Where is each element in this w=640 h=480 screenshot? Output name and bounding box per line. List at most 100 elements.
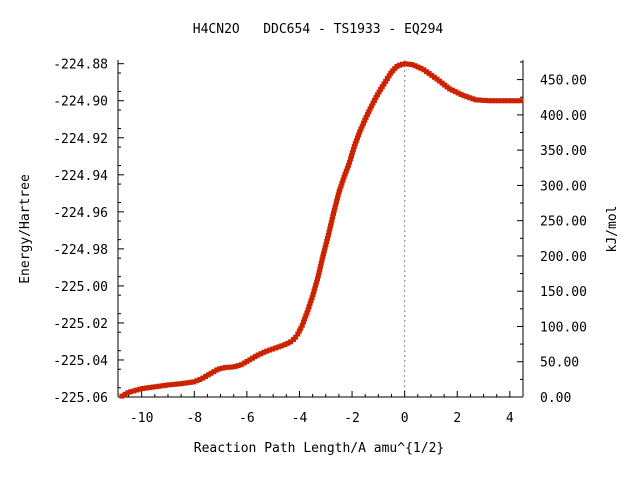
data-point — [505, 98, 511, 104]
data-point — [134, 387, 140, 393]
data-point — [143, 385, 149, 391]
data-point — [373, 95, 379, 101]
data-point — [235, 363, 241, 369]
data-point — [302, 316, 308, 322]
data-point — [403, 61, 409, 67]
data-point — [334, 198, 340, 204]
data-point — [455, 90, 461, 96]
data-point — [288, 339, 294, 345]
data-point — [351, 144, 357, 150]
data-point — [307, 301, 313, 307]
y-tick-label: -225.00 — [53, 280, 108, 295]
data-point — [499, 98, 504, 104]
data-point — [376, 89, 382, 95]
data-point — [339, 180, 345, 186]
y-tick-label: -224.96 — [53, 206, 108, 221]
x-tick-label: 0 — [401, 411, 409, 426]
data-point — [336, 189, 342, 195]
data-point — [194, 378, 200, 384]
data-point — [349, 150, 355, 156]
y2-tick-label: 100.00 — [540, 320, 587, 335]
data-point — [364, 112, 370, 118]
data-point — [169, 382, 175, 388]
y-tick-label: -224.98 — [53, 243, 108, 258]
data-point — [333, 201, 339, 207]
data-point — [159, 383, 165, 389]
data-point — [211, 369, 217, 375]
data-point — [303, 313, 309, 319]
data-point — [220, 365, 226, 371]
data-point — [358, 126, 364, 132]
data-point — [316, 269, 322, 275]
energy-series — [119, 61, 524, 399]
data-point — [181, 380, 187, 386]
data-point — [327, 226, 333, 232]
y-tick-label: -224.92 — [53, 132, 108, 147]
data-point — [470, 96, 476, 102]
data-point — [162, 382, 168, 388]
data-point — [305, 307, 311, 313]
data-point — [244, 358, 250, 364]
data-point — [341, 174, 347, 180]
data-point — [344, 165, 350, 171]
y-tick-label: -225.02 — [53, 317, 108, 332]
data-point — [452, 89, 458, 95]
data-point — [367, 106, 373, 112]
data-point — [330, 214, 336, 219]
data-point — [370, 100, 376, 106]
data-point — [261, 349, 267, 355]
data-point — [122, 391, 128, 397]
y-tick-label: -224.88 — [53, 58, 108, 73]
data-point — [175, 381, 181, 387]
data-point — [295, 331, 301, 337]
data-point — [353, 138, 359, 144]
data-point — [350, 147, 356, 153]
data-point — [325, 232, 331, 238]
data-point — [267, 347, 273, 353]
x-tick-label: -10 — [130, 411, 153, 426]
data-point — [314, 279, 320, 285]
y2-axis-ticks: 0.00 50.00 100.00 150.00 200.00 250.00 300.00 3… — [517, 61, 587, 406]
data-point — [205, 372, 211, 378]
data-point — [258, 351, 264, 357]
y-tick-label: -225.04 — [53, 354, 108, 369]
x-tick-label: -4 — [292, 411, 308, 426]
data-point — [384, 76, 390, 82]
data-point — [318, 263, 324, 269]
data-point — [299, 322, 305, 328]
data-point — [312, 285, 318, 291]
data-point — [304, 310, 310, 316]
data-point — [447, 86, 453, 92]
data-point — [146, 385, 152, 391]
data-point — [429, 72, 435, 78]
data-point — [343, 168, 349, 174]
data-point — [156, 383, 162, 389]
data-point — [357, 129, 363, 135]
data-point — [439, 80, 445, 86]
data-point — [276, 344, 282, 350]
data-point — [128, 389, 134, 395]
data-point — [334, 195, 340, 201]
y2-tick-label: 200.00 — [540, 250, 587, 265]
data-point — [317, 266, 323, 272]
data-point — [444, 84, 450, 90]
data-point — [298, 325, 304, 331]
data-point — [178, 381, 184, 387]
y-tick-label: -224.90 — [53, 95, 108, 110]
data-point — [431, 74, 437, 80]
data-point — [508, 98, 514, 104]
data-point — [476, 97, 482, 103]
data-point — [483, 98, 489, 103]
x-tick-label: 4 — [506, 411, 514, 426]
data-point — [369, 103, 375, 109]
data-point — [464, 94, 470, 100]
data-point — [412, 63, 418, 69]
y-tick-label: -224.94 — [53, 169, 108, 184]
data-point — [282, 342, 288, 348]
data-point — [203, 373, 209, 379]
data-point — [318, 260, 324, 266]
data-point — [486, 98, 492, 104]
data-point — [515, 98, 520, 104]
data-point — [331, 210, 337, 216]
data-point — [397, 62, 403, 68]
